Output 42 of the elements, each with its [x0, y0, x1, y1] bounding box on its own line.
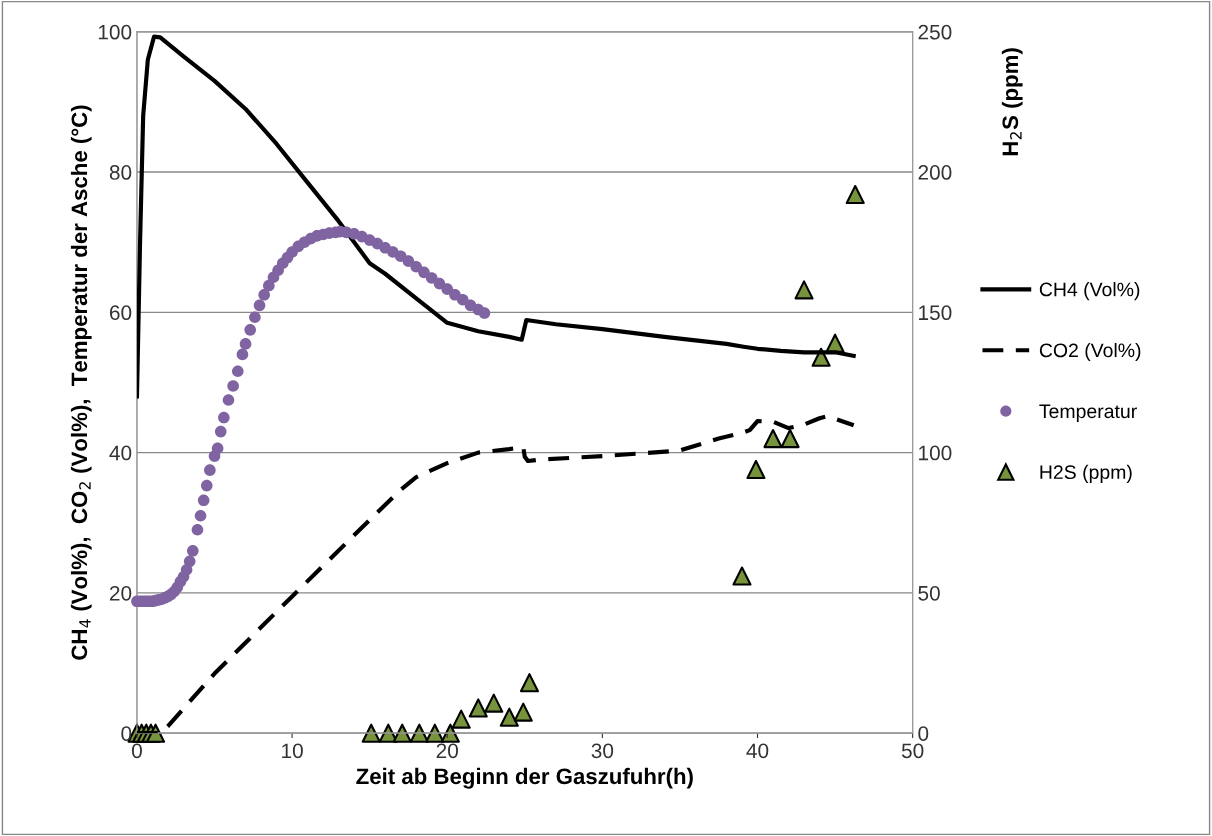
point — [468, 698, 488, 718]
point — [513, 702, 533, 722]
point — [440, 723, 460, 743]
y2-tick-label: 150 — [919, 305, 952, 321]
point — [780, 429, 800, 449]
legend-label: H2S (ppm) — [1040, 464, 1132, 483]
point — [746, 459, 766, 479]
y2-tick-label: 50 — [918, 585, 940, 601]
point — [361, 723, 381, 743]
y-tick-label: 0 — [121, 726, 132, 741]
y-axis-title: CH$_{4}$ (Vol%), CO$_{2}$ (Vol%), Temperatur der Asche (°C) — [70, 105, 92, 660]
y2-axis-title: H$_{2}$S (ppm) — [1001, 48, 1023, 156]
x-tick-label: 10 — [282, 743, 303, 759]
x-axis-title: Zeit ab Beginn der Gaszufuhr(h) — [356, 767, 693, 789]
y2-tick-label: 100 — [919, 445, 952, 461]
y-tick-label: 100 — [98, 24, 132, 40]
point — [392, 723, 412, 743]
x-tick-label: 40 — [746, 743, 769, 759]
legend-label: Temperatur — [1039, 404, 1137, 422]
y2-tick-label: 0 — [918, 726, 929, 741]
point — [484, 693, 504, 713]
point — [451, 709, 471, 729]
line-series — [136, 34, 856, 399]
point — [146, 723, 166, 743]
x-tick-label: 50 — [901, 743, 924, 759]
point — [499, 707, 519, 727]
point — [845, 184, 865, 205]
y2-tick-label: 200 — [918, 165, 952, 180]
x-tick-label: 0 — [131, 743, 142, 759]
x-tick-label: 20 — [436, 743, 458, 759]
y-tick-label: 40 — [109, 445, 132, 461]
point — [732, 566, 752, 586]
y-tick-label: 20 — [109, 585, 132, 601]
point — [519, 673, 539, 693]
y-tick-label: 80 — [109, 165, 132, 180]
point — [763, 429, 783, 449]
x-tick-label: 30 — [591, 743, 614, 759]
y2-tick-label: 250 — [918, 24, 952, 40]
legend-label: CH4 (Vol%) — [1039, 282, 1140, 301]
point — [794, 280, 814, 300]
y-tick-label: 60 — [109, 305, 132, 321]
legend-label: CO2 (Vol%) — [1039, 342, 1141, 362]
